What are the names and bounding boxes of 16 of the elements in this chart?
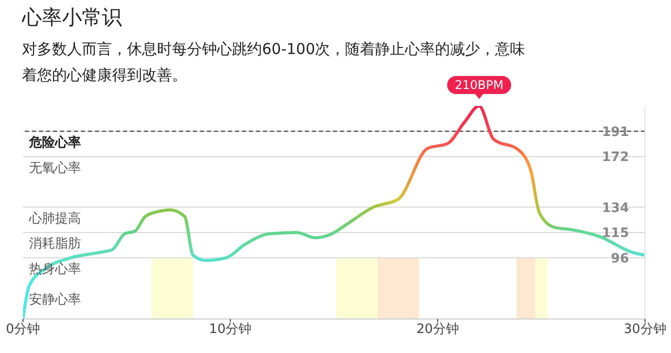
annotation: 无氧心率: [29, 160, 81, 176]
chart-title: 心率小常识: [22, 4, 122, 31]
annotation: 消耗脂肪: [29, 236, 81, 252]
y-tick-label: 115: [602, 226, 629, 242]
y-tick-label: 96: [610, 251, 629, 266]
annotation: 安静心率: [29, 292, 81, 308]
x-tick-label: 10分钟: [209, 322, 252, 338]
x-tick-label: 0分钟: [6, 322, 40, 338]
y-tick-label: 172: [602, 150, 629, 166]
line-series: [23, 106, 645, 319]
annotation: 危险心率: [28, 134, 81, 151]
annotation: 心肺提高: [28, 210, 81, 226]
x-tick-label: 20分钟: [416, 322, 459, 338]
x-tick-label: 30分钟: [624, 322, 666, 338]
y-tick-label: 191: [602, 124, 629, 140]
y-tick-label: 134: [602, 200, 629, 216]
